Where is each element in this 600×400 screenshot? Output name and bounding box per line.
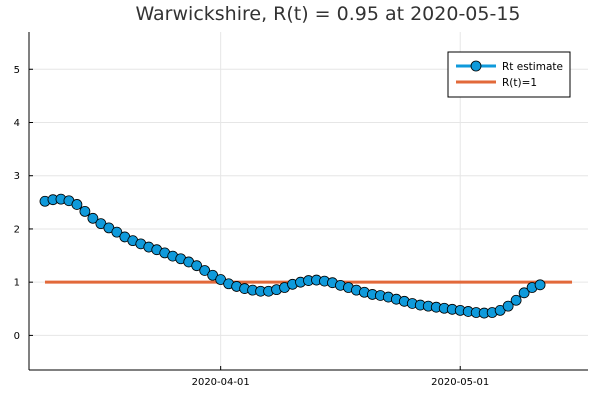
y-tick-label: 2 — [14, 224, 20, 235]
data-point — [199, 265, 211, 276]
x-axis-ticks: 2020-04-01 2020-05-01 — [192, 366, 489, 388]
axes — [28, 32, 588, 371]
legend-label-rt-estimate: Rt estimate — [502, 61, 563, 73]
y-tick-label: 3 — [14, 171, 20, 182]
data-point — [71, 199, 83, 210]
legend-label-reference-line: R(t)=1 — [502, 77, 537, 89]
chart-title: Warwickshire, R(t) = 0.95 at 2020-05-15 — [135, 3, 520, 25]
y-tick-label: 4 — [14, 118, 20, 129]
data-point — [502, 300, 514, 312]
data-point — [79, 205, 91, 217]
y-tick-label: 0 — [14, 331, 20, 342]
data-point — [191, 260, 203, 272]
legend-box — [447, 51, 571, 98]
x-tick-label: 2020-04-01 — [192, 377, 250, 388]
plot-area — [39, 193, 573, 319]
legend: Rt estimate R(t)=1 — [447, 51, 571, 98]
data-point — [87, 212, 99, 224]
series-line-rt-estimate — [44, 197, 541, 315]
legend-marker-rt-estimate — [470, 60, 482, 72]
y-axis-ticks: 0 1 2 3 4 5 — [14, 65, 33, 342]
y-tick-label: 1 — [14, 278, 20, 289]
data-point — [111, 226, 123, 238]
data-point — [534, 279, 546, 291]
y-tick-label: 5 — [14, 65, 20, 76]
x-tick-label: 2020-05-01 — [431, 377, 489, 388]
data-point — [518, 287, 530, 299]
data-point — [510, 294, 522, 306]
